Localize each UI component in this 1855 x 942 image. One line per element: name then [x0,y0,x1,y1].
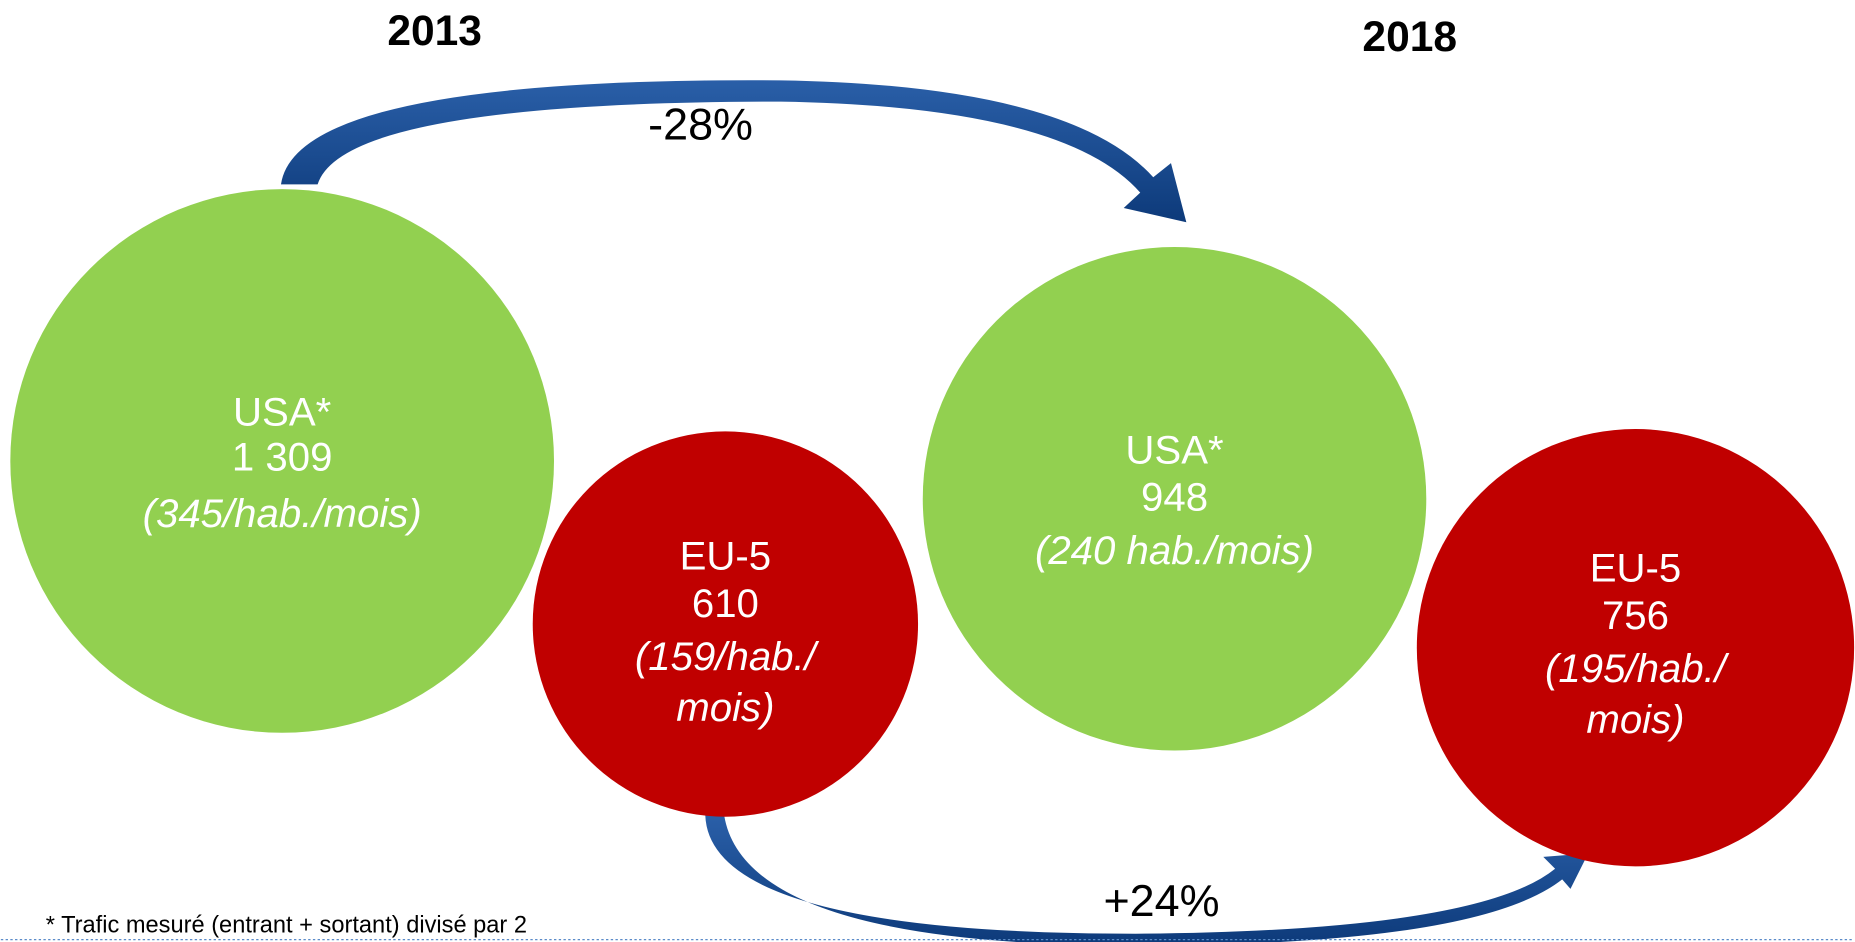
note-label: mois) [676,685,774,730]
note-label: (195/hab./ [1545,646,1730,691]
year-label: 2018 [1362,13,1457,61]
region-label: USA* [1125,427,1223,472]
region-label: USA* [233,389,331,434]
value-label: 1 309 [232,434,333,479]
region-label: EU-5 [1590,546,1682,591]
note-label: mois) [1586,697,1684,742]
circle-usa-2018 [922,247,1427,751]
circle-eu-2013 [532,431,919,817]
year-label: 2013 [387,7,482,55]
footnote: * Trafic mesuré (entrant + sortant) divi… [46,913,527,939]
note-label: (240 hab./mois) [1035,528,1314,573]
note-label: (345/hab./mois) [143,491,422,536]
arrow-top [280,80,1187,223]
note-label: (159/hab./ [635,634,820,679]
circle-usa-2013 [10,189,555,733]
change-label: -28% [648,98,753,149]
change-label: +24% [1103,875,1219,926]
value-label: 756 [1602,593,1669,638]
value-label: 610 [692,581,759,626]
circle-eu-2018 [1416,429,1855,867]
region-label: EU-5 [680,534,772,579]
value-label: 948 [1141,475,1208,520]
